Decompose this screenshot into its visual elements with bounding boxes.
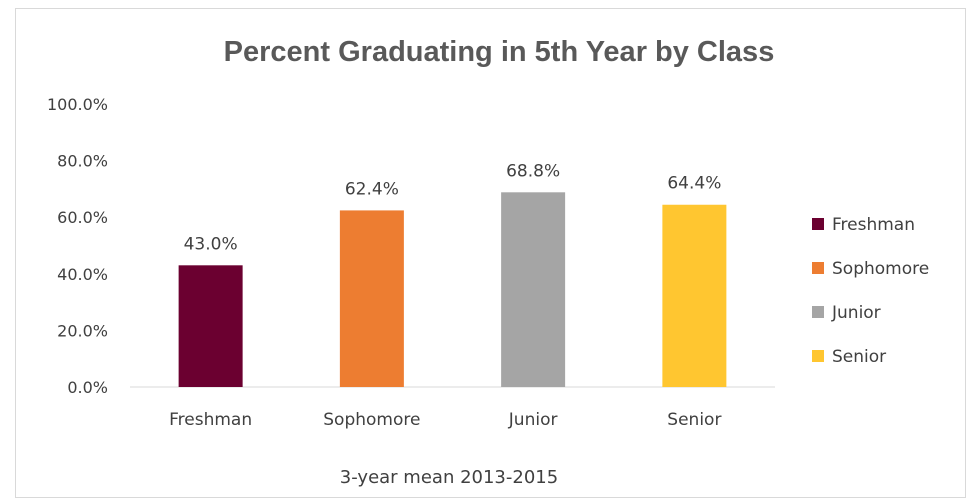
legend: Freshman Sophomore Junior Senior	[812, 215, 929, 367]
legend-label: Freshman	[832, 215, 915, 235]
category-label: Freshman	[169, 410, 252, 430]
category-labels: Freshman Sophomore Junior Senior	[169, 410, 721, 430]
category-label: Sophomore	[323, 410, 420, 430]
category-label: Senior	[667, 410, 721, 430]
legend-label: Junior	[831, 303, 881, 323]
y-axis-ticks: 0.0% 20.0% 40.0% 60.0% 80.0% 100.0%	[47, 95, 108, 397]
bar	[501, 192, 566, 387]
legend-label: Senior	[832, 347, 886, 367]
y-tick-label: 20.0%	[57, 321, 108, 340]
category-label: Junior	[508, 410, 558, 430]
bar	[339, 210, 404, 387]
legend-label: Sophomore	[832, 259, 929, 279]
legend-swatch	[812, 306, 824, 318]
legend-swatch	[812, 218, 824, 230]
y-tick-label: 60.0%	[57, 208, 108, 227]
y-tick-label: 100.0%	[47, 95, 108, 114]
data-label: 62.4%	[345, 179, 399, 199]
legend-swatch	[812, 262, 824, 274]
y-tick-label: 40.0%	[57, 265, 108, 284]
data-label: 43.0%	[184, 234, 238, 254]
y-tick-label: 80.0%	[57, 152, 108, 171]
y-tick-label: 0.0%	[67, 378, 108, 397]
x-axis-label: 3-year mean 2013-2015	[340, 467, 558, 488]
legend-swatch	[812, 350, 824, 362]
bar	[662, 204, 727, 387]
bars	[178, 192, 727, 387]
chart-frame	[15, 8, 966, 498]
data-labels: 43.0% 62.4% 68.8% 64.4%	[184, 161, 722, 254]
bar	[178, 265, 243, 387]
data-label: 68.8%	[506, 161, 560, 181]
chart-title: Percent Graduating in 5th Year by Class	[224, 36, 775, 68]
data-label: 64.4%	[667, 174, 721, 194]
